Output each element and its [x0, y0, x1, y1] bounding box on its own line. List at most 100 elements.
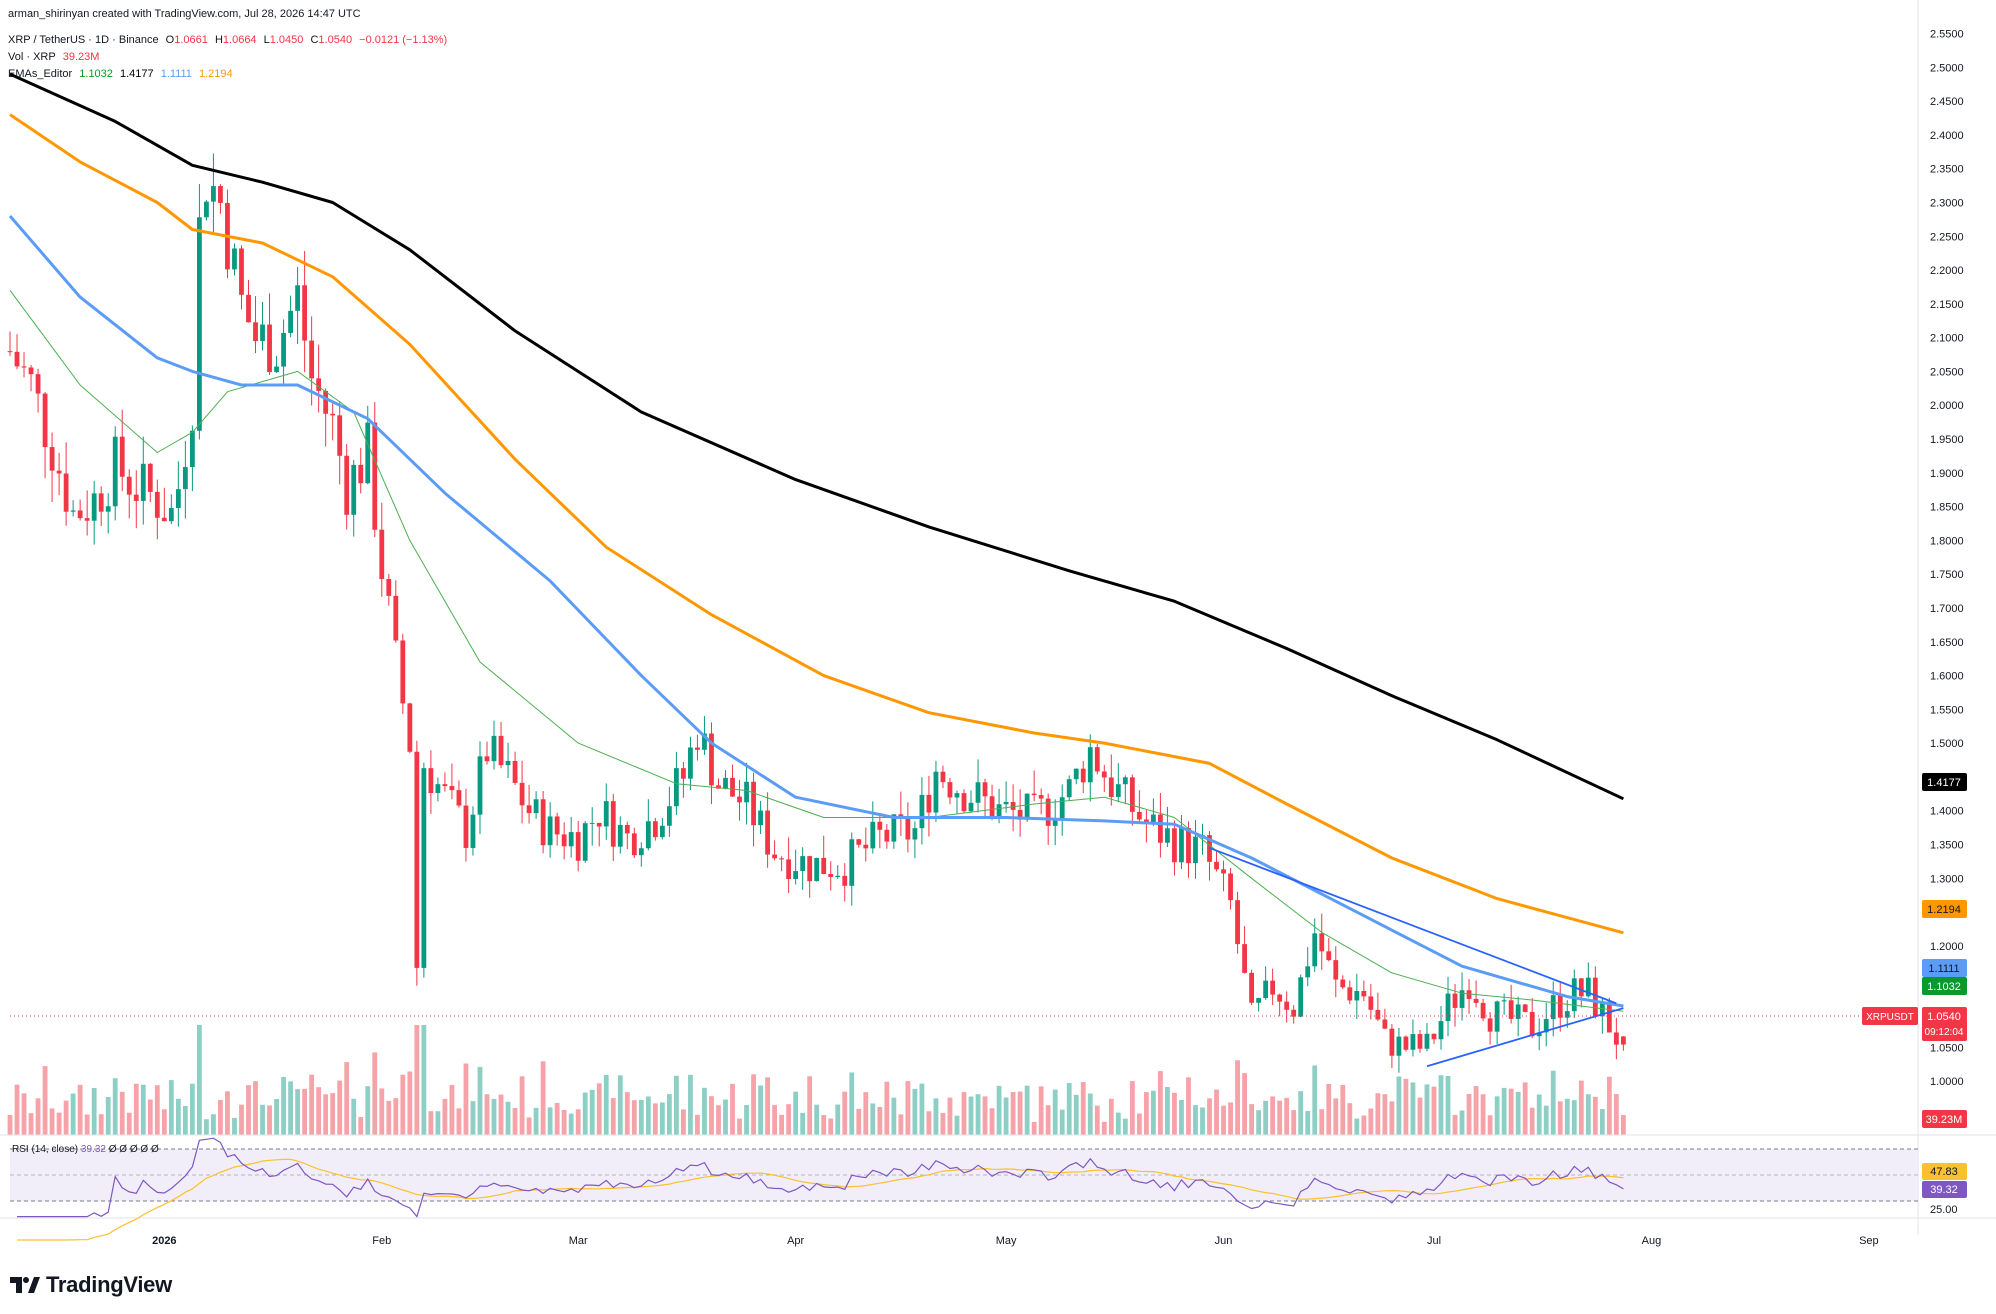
high-value: 1.0664 — [222, 34, 257, 46]
volume-bar — [84, 1114, 90, 1135]
candle-body — [849, 839, 855, 886]
price-tick-label: 2.4500 — [1930, 96, 1964, 108]
candle-body — [1186, 827, 1191, 864]
volume-bar — [1501, 1087, 1507, 1135]
volume-bar — [519, 1076, 525, 1135]
volume-label: Vol · XRP — [8, 51, 56, 63]
candle-body — [484, 756, 490, 762]
price-tick-label: 1.3000 — [1930, 873, 1964, 885]
candle-body — [709, 733, 714, 786]
candle-body — [161, 517, 167, 522]
candle-body — [1466, 990, 1472, 999]
volume-bar — [344, 1062, 350, 1135]
candle-body — [1375, 1009, 1381, 1020]
symbol-legend[interactable]: XRP / TetherUS · 1D · Binance O1.0661 H1… — [8, 34, 451, 46]
candle-body — [1298, 977, 1304, 1017]
volume-bar — [70, 1093, 76, 1135]
candle-body — [547, 816, 553, 846]
volume-bar — [1326, 1084, 1332, 1135]
volume-bar — [407, 1071, 413, 1135]
candle-body — [498, 735, 504, 766]
volume-bar — [1508, 1088, 1514, 1135]
volume-bar — [21, 1093, 27, 1135]
volume-bar — [1487, 1115, 1493, 1135]
volume-bar — [933, 1098, 939, 1135]
volume-bar — [856, 1108, 862, 1135]
svg-text:1.2194: 1.2194 — [1927, 904, 1961, 916]
volume-bar — [1263, 1100, 1269, 1135]
volume-bar — [42, 1066, 48, 1135]
tradingview-logo[interactable]: TradingView — [10, 1270, 172, 1300]
candle-body — [42, 393, 48, 448]
svg-text:1.0540: 1.0540 — [1927, 1011, 1961, 1023]
volume-bar — [1165, 1086, 1170, 1135]
volume-bar — [1319, 1109, 1325, 1135]
candle-body — [1052, 819, 1058, 826]
volume-bar — [1578, 1080, 1584, 1135]
candle-body — [7, 351, 13, 353]
candle-body — [400, 640, 406, 704]
candle-body — [35, 374, 41, 394]
rsi-legend[interactable]: RSI (14, close) 39.32 Ø Ø Ø Ø Ø — [12, 1144, 159, 1155]
volume-bar — [1613, 1094, 1619, 1135]
volume-bar — [681, 1109, 686, 1135]
volume-bar — [1080, 1082, 1086, 1135]
volume-bar — [1298, 1091, 1304, 1135]
symbol-name[interactable]: XRP / TetherUS · 1D · Binance — [8, 34, 159, 46]
volume-bar — [1256, 1110, 1262, 1135]
candle-body — [1277, 994, 1283, 1002]
volume-bar — [624, 1092, 630, 1135]
volume-bar — [842, 1091, 848, 1135]
svg-text:1.1111: 1.1111 — [1928, 963, 1959, 975]
volume-legend[interactable]: Vol · XRP 39.23M — [8, 51, 103, 63]
rsi-ma-line — [17, 1158, 1624, 1241]
volume-bar — [119, 1091, 125, 1135]
time-axis[interactable]: 2026 Feb Mar Apr May Jun Jul Aug Sep — [152, 1235, 1879, 1247]
volume-bar — [323, 1094, 329, 1135]
trendline[interactable] — [1209, 847, 1617, 1005]
candle-body — [449, 786, 455, 791]
trendline[interactable] — [1426, 1007, 1624, 1068]
candle-body — [877, 821, 883, 830]
ema20-value: 1.1032 — [79, 68, 113, 80]
candle-body — [1031, 793, 1037, 796]
volume-bar — [365, 1086, 371, 1135]
volume-bar — [1550, 1070, 1556, 1135]
candle-body — [1487, 1018, 1493, 1032]
candle-body — [211, 186, 216, 202]
volume-bar — [807, 1076, 813, 1135]
candle-body — [1396, 1036, 1402, 1056]
candle-body — [954, 793, 960, 798]
ema100-badge: 1.2194 — [1922, 900, 1967, 918]
volume-bar — [638, 1099, 644, 1135]
ema20-badge: 1.1032 — [1922, 977, 1967, 995]
volume-bar — [919, 1083, 925, 1135]
volume-bar — [898, 1114, 904, 1135]
volume-bar — [1101, 1121, 1107, 1135]
candle-body — [91, 493, 97, 521]
volume-bar — [239, 1104, 244, 1135]
candle-body — [105, 506, 111, 512]
candle-body — [379, 529, 385, 580]
ema-legend[interactable]: EMAs_Editor 1.1032 1.4177 1.1111 1.2194 — [8, 68, 237, 80]
volume-bar — [267, 1105, 272, 1135]
volume-bar — [1466, 1094, 1472, 1135]
price-tick-label: 1.4000 — [1930, 806, 1964, 818]
candle-body — [1059, 797, 1065, 820]
price-tick-label: 2.3000 — [1930, 197, 1964, 209]
candle-body — [1508, 1000, 1514, 1019]
candle-body — [1263, 980, 1269, 999]
volume-bar — [1592, 1096, 1598, 1135]
volume-bar — [1108, 1098, 1114, 1135]
volume-bar — [491, 1098, 497, 1135]
volume-bar — [126, 1112, 132, 1135]
volume-bar — [1073, 1094, 1079, 1135]
volume-bar — [1150, 1090, 1156, 1135]
candle-body — [1438, 1021, 1444, 1040]
candle-body — [1165, 828, 1170, 843]
candle-body — [309, 340, 315, 379]
price-tick-label: 1.5000 — [1930, 738, 1964, 750]
volume-bar — [884, 1081, 890, 1135]
candle-body — [603, 801, 609, 827]
